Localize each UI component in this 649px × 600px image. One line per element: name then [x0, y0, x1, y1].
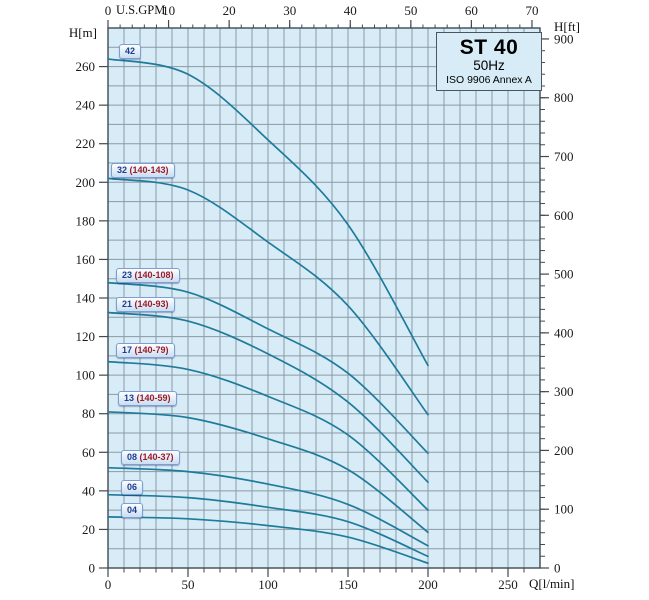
svg-text:60: 60 [465, 3, 478, 18]
pump-curve-17 [107, 360, 429, 511]
bottom-axis-unit: Q[l/min] [529, 576, 575, 591]
svg-text:220: 220 [76, 136, 96, 151]
curve-model-code: (140-59) [134, 393, 171, 403]
svg-text:80: 80 [82, 406, 95, 421]
left-axis-unit: H[m] [68, 25, 97, 40]
curve-label-06: 06 [121, 480, 144, 495]
svg-text:50: 50 [404, 3, 417, 18]
curve-label-32: 32 (140-143) [111, 163, 175, 178]
right-axis-unit: H[ft] [554, 19, 580, 34]
curve-label-42: 42 [119, 44, 142, 59]
svg-text:260: 260 [76, 59, 96, 74]
curve-model-code: (140-143) [127, 165, 169, 175]
svg-text:600: 600 [554, 208, 574, 223]
curve-stage-count: 04 [127, 505, 138, 515]
svg-text:0: 0 [105, 3, 112, 18]
svg-text:50: 50 [182, 577, 195, 592]
pump-curve-32 [107, 177, 429, 416]
svg-text:0: 0 [105, 577, 112, 592]
curve-stage-count: 42 [125, 46, 136, 56]
bottom-axis: 0 50 100 150 200 250 [105, 568, 525, 592]
svg-text:140: 140 [76, 291, 96, 306]
svg-text:10: 10 [162, 3, 175, 18]
pump-curve-13 [107, 410, 429, 534]
curve-label-23: 23 (140-108) [116, 268, 180, 283]
title-box: ST 40 50Hz ISO 9906 Annex A [436, 32, 542, 91]
svg-text:100: 100 [76, 368, 96, 383]
svg-text:240: 240 [76, 98, 96, 113]
curve-stage-count: 13 [124, 393, 135, 403]
curves [107, 58, 429, 565]
right-axis: 0 100 200 300 400 500 600 700 800 900 [540, 31, 574, 576]
pump-curve-21 [107, 311, 429, 484]
curve-label-13: 13 (140-59) [118, 391, 177, 406]
svg-text:250: 250 [498, 577, 518, 592]
pump-curve-08 [107, 466, 429, 547]
pump-curve-06 [107, 493, 429, 558]
model-name: ST 40 [459, 36, 519, 59]
svg-text:30: 30 [283, 3, 296, 18]
svg-text:180: 180 [76, 213, 96, 228]
curve-model-code: (140-37) [137, 452, 174, 462]
svg-text:40: 40 [82, 483, 95, 498]
top-axis: 0 10 20 30 40 50 60 70 [105, 3, 538, 28]
svg-text:100: 100 [258, 577, 278, 592]
pump-curve-04 [107, 516, 429, 565]
svg-text:20: 20 [82, 522, 95, 537]
curve-label-17: 17 (140-79) [116, 343, 175, 358]
svg-text:800: 800 [554, 90, 574, 105]
svg-text:200: 200 [418, 577, 438, 592]
svg-text:300: 300 [554, 384, 574, 399]
curve-stage-count: 06 [127, 482, 138, 492]
svg-text:700: 700 [554, 149, 574, 164]
svg-text:100: 100 [554, 502, 574, 517]
curve-stage-count: 17 [122, 345, 133, 355]
svg-text:160: 160 [76, 252, 96, 267]
standard: ISO 9906 Annex A [446, 74, 532, 86]
svg-text:150: 150 [338, 577, 358, 592]
pump-curve-42 [107, 58, 429, 367]
svg-text:0: 0 [89, 561, 96, 576]
svg-text:0: 0 [554, 561, 561, 576]
frequency: 50Hz [473, 58, 505, 73]
curve-label-21: 21 (140-93) [116, 297, 175, 312]
curve-model-code: (140-79) [132, 345, 169, 355]
curve-label-04: 04 [121, 503, 144, 518]
svg-text:900: 900 [554, 31, 574, 46]
svg-text:70: 70 [525, 3, 538, 18]
svg-text:20: 20 [223, 3, 236, 18]
svg-text:60: 60 [82, 445, 95, 460]
svg-text:120: 120 [76, 329, 96, 344]
top-axis-unit: U.S.GPM [116, 3, 166, 17]
svg-text:200: 200 [76, 175, 96, 190]
curve-stage-count: 23 [122, 270, 133, 280]
curve-model-code: (140-93) [132, 299, 169, 309]
pump-curve-23 [107, 281, 429, 455]
curve-stage-count: 08 [127, 452, 138, 462]
grid [108, 28, 540, 568]
svg-text:40: 40 [344, 3, 357, 18]
svg-text:200: 200 [554, 443, 574, 458]
svg-text:400: 400 [554, 325, 574, 340]
left-axis: 0 20 40 60 80 100 120 140 160 180 200 220 240 260 [76, 59, 108, 576]
curve-stage-count: 21 [122, 299, 133, 309]
svg-text:500: 500 [554, 267, 574, 282]
curve-model-code: (140-108) [132, 270, 174, 280]
curve-stage-count: 32 [117, 165, 128, 175]
curve-label-08: 08 (140-37) [121, 450, 180, 465]
